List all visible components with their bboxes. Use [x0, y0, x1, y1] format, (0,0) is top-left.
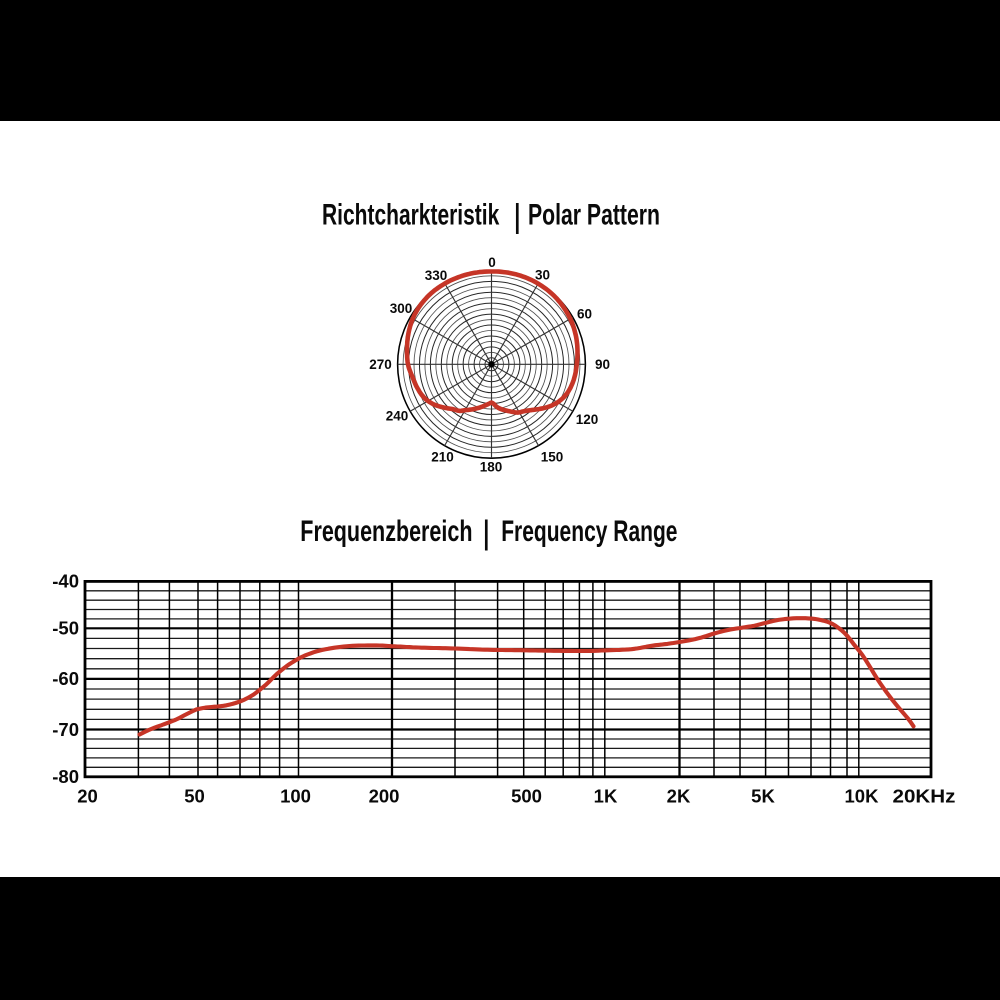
svg-text:330: 330 [425, 268, 448, 283]
svg-text:|: | [513, 197, 522, 234]
svg-text:100: 100 [280, 786, 311, 807]
svg-text:-50: -50 [52, 618, 79, 639]
svg-text:180: 180 [480, 460, 503, 475]
svg-text:120: 120 [576, 412, 599, 427]
svg-text:240: 240 [386, 409, 409, 424]
svg-text:Frequency Range: Frequency Range [501, 515, 677, 548]
svg-text:|: | [482, 513, 491, 550]
svg-text:10K: 10K [845, 786, 880, 807]
svg-text:Richtcharkteristik: Richtcharkteristik [322, 199, 500, 232]
svg-text:200: 200 [369, 786, 400, 807]
svg-text:500: 500 [511, 786, 542, 807]
svg-text:-40: -40 [52, 571, 79, 592]
svg-text:150: 150 [541, 450, 564, 465]
svg-text:300: 300 [390, 301, 413, 316]
svg-text:0: 0 [488, 255, 496, 270]
svg-text:-60: -60 [52, 668, 79, 689]
svg-text:90: 90 [595, 357, 610, 372]
svg-text:2K: 2K [667, 786, 691, 807]
svg-text:210: 210 [431, 450, 454, 465]
svg-text:20KHz: 20KHz [893, 786, 956, 807]
svg-text:60: 60 [577, 307, 592, 322]
svg-text:30: 30 [535, 268, 550, 283]
svg-text:270: 270 [369, 357, 392, 372]
svg-text:1K: 1K [594, 786, 618, 807]
svg-text:-70: -70 [52, 719, 79, 740]
svg-text:-80: -80 [52, 766, 79, 787]
svg-text:50: 50 [184, 786, 205, 807]
svg-text:Frequenzbereich: Frequenzbereich [300, 515, 472, 548]
svg-text:20: 20 [77, 786, 98, 807]
svg-text:5K: 5K [751, 786, 775, 807]
svg-text:Polar Pattern: Polar Pattern [528, 199, 660, 232]
